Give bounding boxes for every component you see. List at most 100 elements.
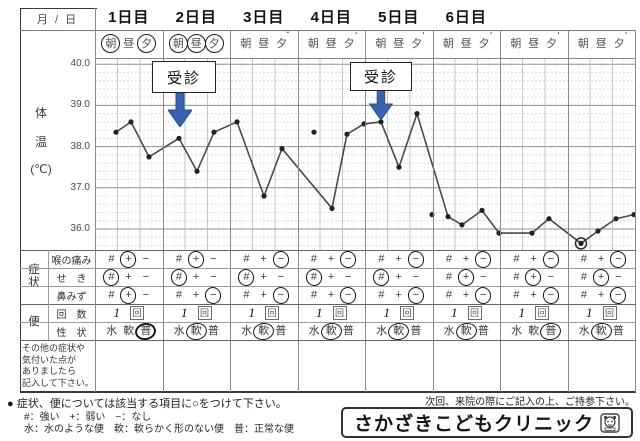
option-none: − [210,288,217,301]
option-strong: 水 [106,324,118,337]
stool-count-value: 1 [518,305,526,320]
pen-circle-around-point [574,237,588,250]
border-line [500,30,501,392]
option-none: 普 [207,324,219,337]
option-strong: # [243,252,250,265]
option-mild: + [327,270,335,283]
time-label: 朝 [510,38,522,50]
time-label: 昼 [258,38,270,50]
state-day-5: 水軟普 [365,322,433,340]
clinic-mascot-icon [600,412,620,433]
option-none: − [547,270,555,283]
nose-day-8: # + − [568,286,636,304]
option-none: 普 [140,324,152,337]
option-none: 普 [342,324,354,337]
temp-point [459,222,465,228]
cough-day-3: # + − [230,268,298,286]
time-label: 昼 [595,38,607,50]
bring-back-note: 次回、来院の際にご記入の上、ご持参下さい。 [425,397,635,408]
option-strong: 水 [376,324,388,337]
throat-day-2: # + − [163,250,231,268]
temp-tick-label: 36.0 [70,223,90,234]
throat-day-7: # + − [500,250,568,268]
option-strong: # [378,270,385,283]
border-line [20,286,636,287]
visit-annotation-box-1: 受診 [152,61,216,93]
border-line [365,30,366,392]
border-line [20,8,97,10]
temp-point [234,119,240,125]
option-strong: # [108,270,115,283]
time-label: 朝 [172,38,184,50]
option-none: − [210,270,217,283]
temp-point [261,193,267,199]
nose-day-3: # + − [230,286,298,304]
option-none: − [480,252,487,265]
border-line [95,8,96,392]
option-mild: 軟 [325,324,337,337]
border-line [20,304,636,305]
border-line [567,30,569,392]
kai-unit-box: 回 [265,306,279,320]
option-none: 普 [477,324,489,337]
option-none: − [142,252,150,265]
option-strong: # [175,252,183,265]
time-label: 朝 [307,38,319,50]
temp-axis-unit-char: 体 [34,106,47,120]
time-label: 朝 [240,38,252,50]
option-mild: + [597,288,605,301]
option-mild: + [192,288,200,301]
option-strong: 水 [308,324,320,337]
option-mild: 軟 [393,324,405,337]
option-none: − [277,270,285,283]
row-label-throat: 喉の痛み [51,255,92,267]
time-label: 朝 [375,38,387,50]
option-strong: # [310,270,318,283]
option-mild: + [260,270,267,283]
month-day-header-cell: 月 / 日 [20,8,95,30]
temp-tick-label: 40.0 [70,58,90,70]
option-none: − [615,270,622,283]
option-mild: + [395,252,402,265]
kai-unit-box: 回 [535,306,549,320]
time-header-day-6: 朝昼夕 ' [433,30,501,58]
day-label-3: 3日目 [243,8,285,26]
temp-point [378,119,384,125]
temp-point [445,214,451,220]
option-none: 普 [545,324,557,337]
option-none: − [480,270,487,283]
temp-point [546,216,552,222]
stool-count-value: 1 [451,305,458,320]
option-strong: 水 [578,324,590,337]
pen-check-mark: ' [557,31,560,42]
option-strong: # [310,288,318,301]
option-strong: # [513,288,520,301]
temp-point-isolated [311,129,317,135]
time-header-day-7: 朝昼夕 ' [500,30,568,58]
option-strong: # [108,252,115,265]
cough-day-6: # + − [433,268,501,286]
kai-unit-box: 回 [467,306,482,320]
option-strong: # [310,252,318,265]
clinic-name: さかざきこどもクリニック [353,414,594,435]
option-mild: + [125,270,132,283]
option-mild: + [125,288,132,301]
temp-point [211,129,217,135]
temp-point [613,216,619,222]
option-none: − [277,252,285,265]
option-none: − [547,252,555,265]
option-mild: + [327,288,335,301]
stool-count-value: 1 [383,305,391,320]
option-mild: + [192,252,200,265]
border-line [297,30,299,392]
temp-point [631,212,635,218]
day-label-1: 1日目 [108,8,150,26]
border-line [432,30,434,392]
throat-day-8: # + − [568,250,636,268]
state-day-4: 水軟普 [298,322,366,340]
kai-unit-box: 回 [332,306,347,320]
